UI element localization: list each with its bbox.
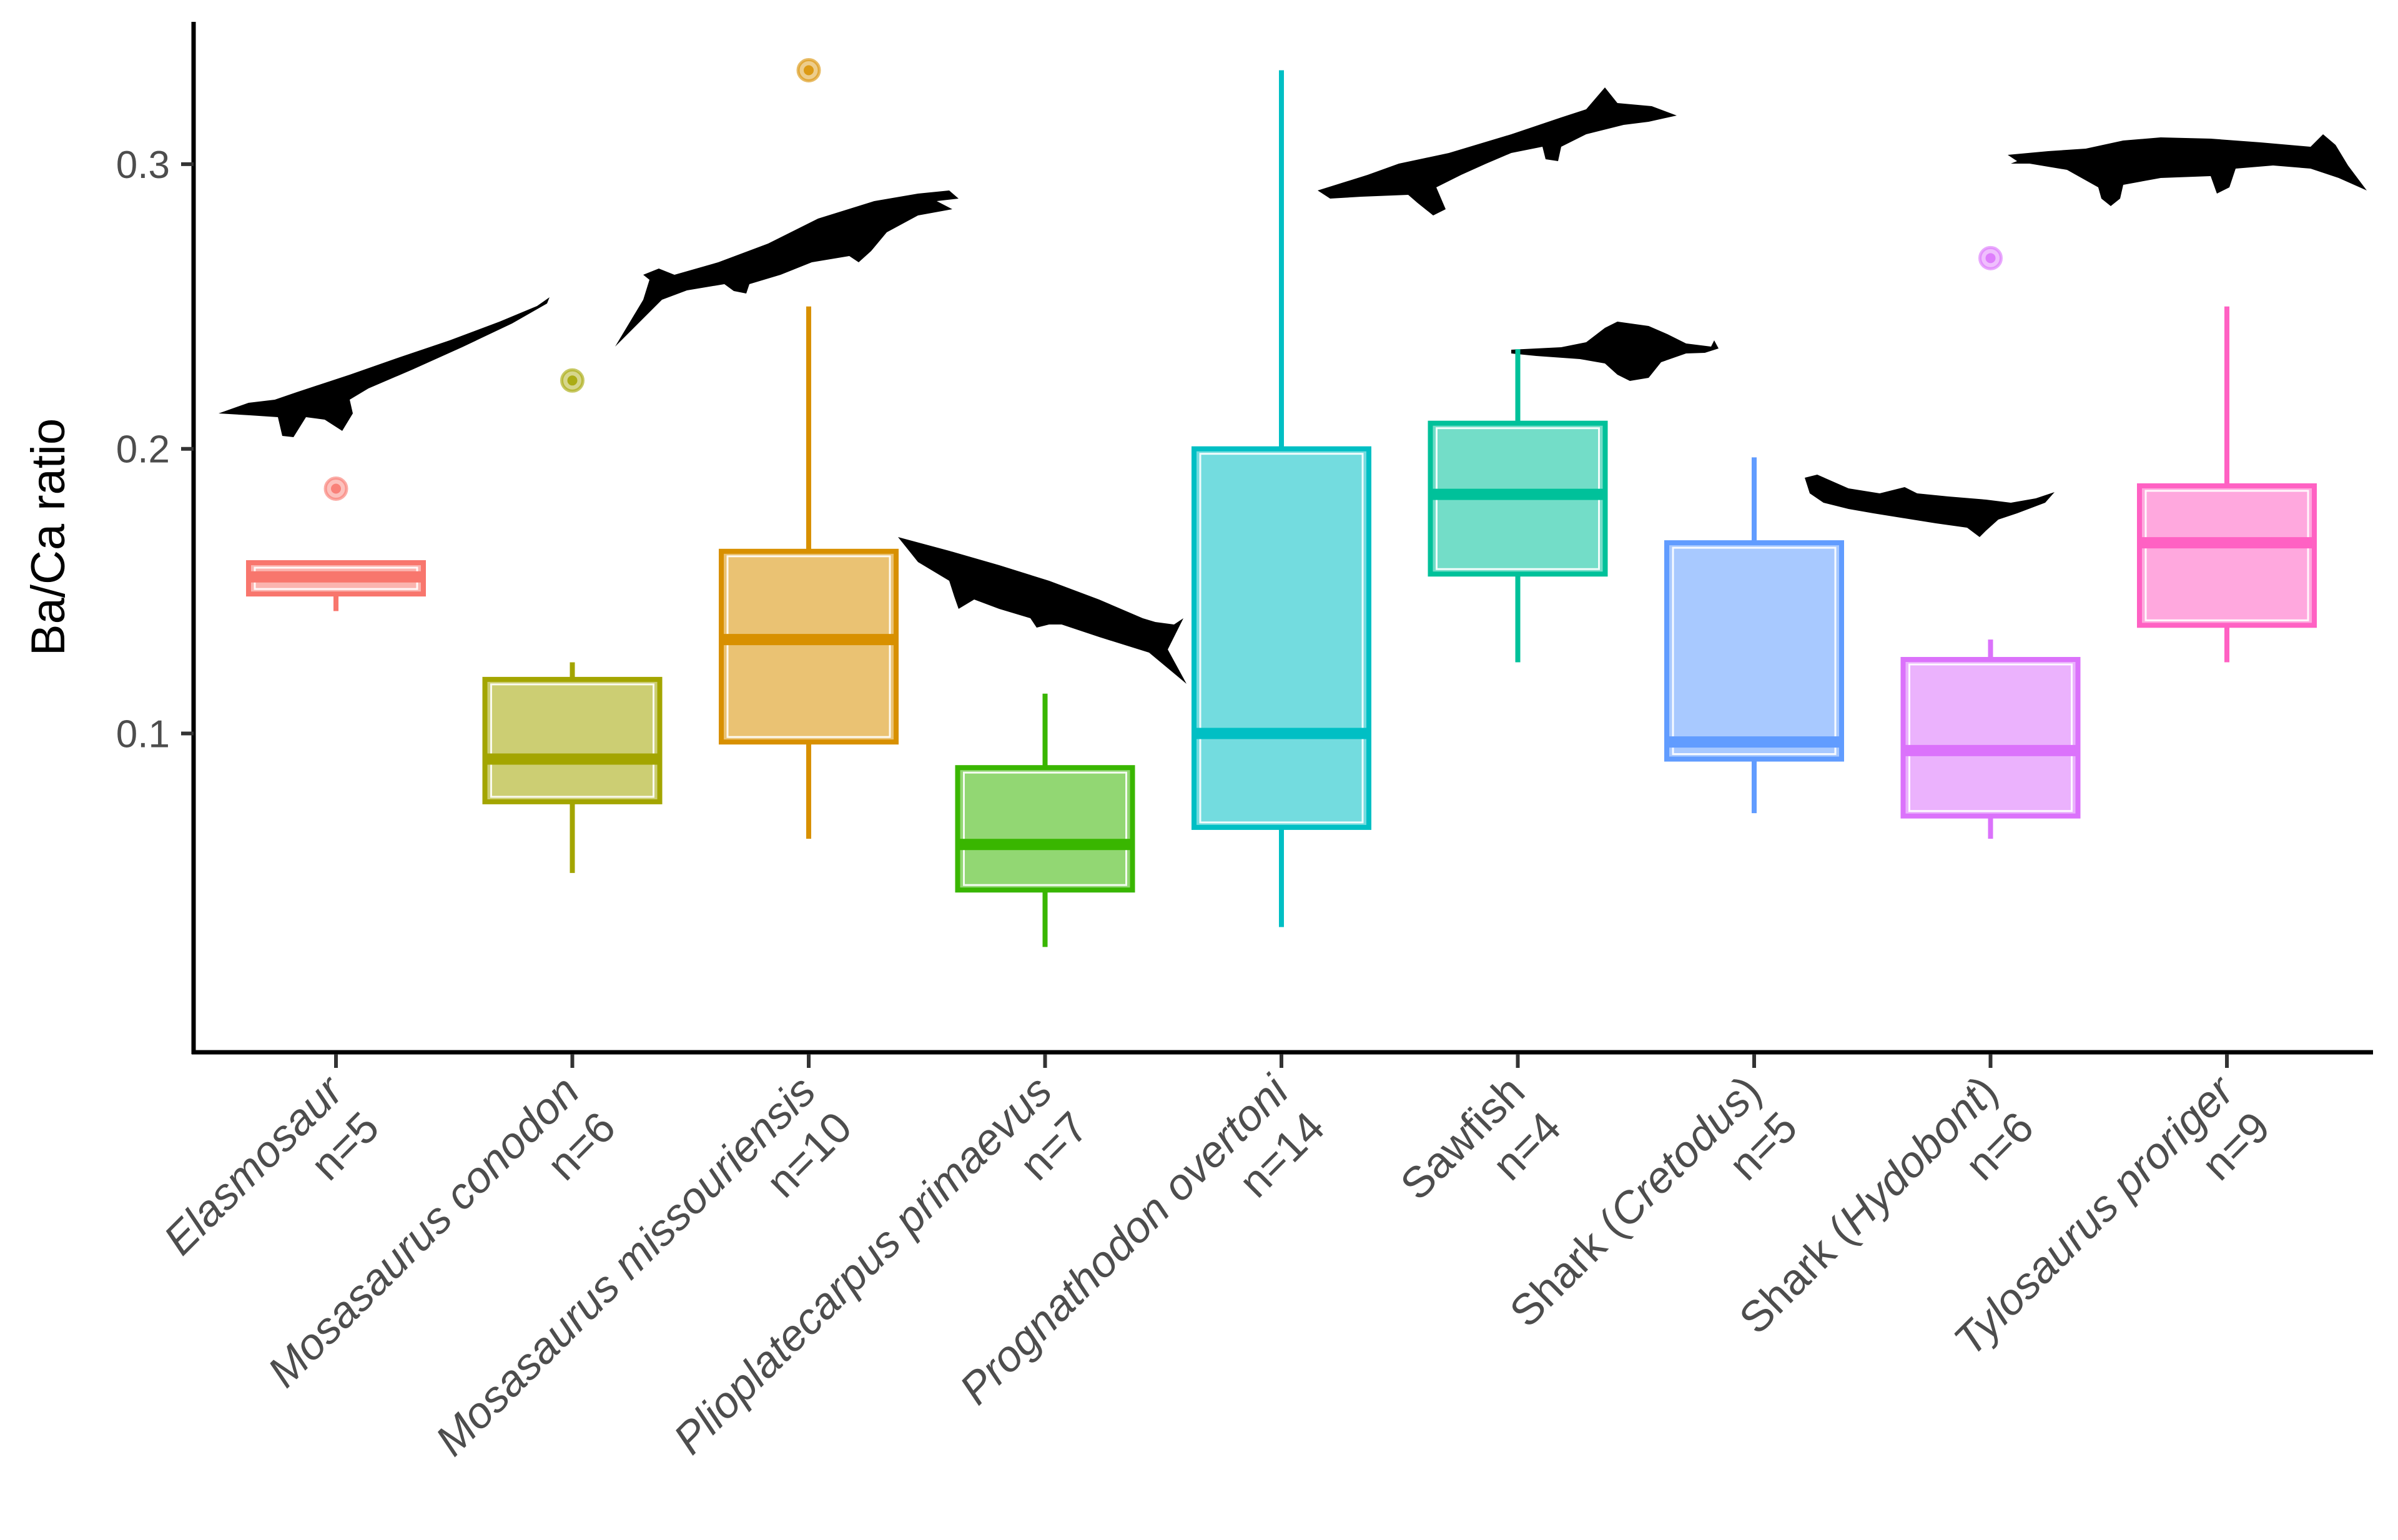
- shark-hydobont-silhouette: [1805, 475, 2055, 537]
- box-iqr: [482, 676, 663, 804]
- box-mosasaurus-conodon: [482, 368, 663, 873]
- box-sawfish: [1428, 349, 1608, 663]
- silhouettes: [219, 87, 2367, 684]
- y-tick-label: 0.1: [116, 713, 170, 756]
- box-tylosaurus-proriger: [2137, 306, 2317, 663]
- box-iqr: [955, 765, 1135, 893]
- box-iqr: [2137, 483, 2317, 628]
- x-label-plain: Shark (: [1730, 1209, 1864, 1343]
- box-inner-highlight: [963, 771, 1127, 886]
- box-inner-highlight: [2144, 490, 2309, 621]
- box-shark-cretodus: [1664, 457, 1844, 814]
- x-label-italic: Plioplatecarpus primaevus: [664, 1066, 1061, 1463]
- box-plioplatecarpus-primaevus: [955, 693, 1135, 947]
- box-inner-highlight: [1199, 453, 1364, 824]
- elasmosaur-silhouette: [219, 297, 550, 437]
- outlier-point-core: [331, 483, 341, 494]
- x-tick-label-shark-cretodus: Shark (Cretodus): [1501, 1066, 1770, 1336]
- outlier-point-core: [1985, 253, 1996, 264]
- prognathodon-silhouette: [1318, 87, 1677, 215]
- box-shark-hydobont: [1900, 245, 2081, 839]
- box-series: [246, 57, 2317, 947]
- box-prognathodon-overtoni: [1192, 70, 1371, 927]
- box-iqr: [1664, 540, 1844, 762]
- box-mosasaurus-missouriensis: [719, 57, 899, 839]
- box-inner-highlight: [1908, 663, 2073, 812]
- sawfish-silhouette: [1511, 322, 1719, 381]
- x-label-plain: Shark (: [1501, 1202, 1635, 1336]
- box-inner-highlight: [1672, 546, 1837, 756]
- x-label-italic: Mosasaurus missouriensis: [426, 1066, 824, 1464]
- x-tick-label-plioplatecarpus-primaevus: Plioplatecarpus primaevus: [664, 1066, 1061, 1463]
- box-elasmosaur: [246, 476, 426, 611]
- x-tick-label-mosasaurus-missouriensis: Mosasaurus missouriensis: [426, 1066, 824, 1464]
- box-iqr: [1192, 446, 1371, 830]
- outlier-point-core: [567, 375, 578, 386]
- plioplatecarpus-silhouette: [898, 537, 1187, 684]
- box-iqr: [1900, 656, 2081, 819]
- outlier-point-core: [804, 65, 814, 76]
- y-axis-ticks: 0.1 0.2 0.3: [116, 144, 194, 756]
- tylosaurus-silhouette: [2008, 134, 2367, 206]
- y-axis-title: Ba/Ca ratio: [22, 418, 75, 656]
- box-inner-highlight: [490, 683, 654, 798]
- mosasaurus-conodon-silhouette: [615, 190, 959, 347]
- box-iqr: [719, 548, 899, 745]
- box-inner-highlight: [726, 555, 891, 738]
- y-tick-label: 0.2: [116, 428, 170, 471]
- y-tick-label: 0.3: [116, 144, 170, 187]
